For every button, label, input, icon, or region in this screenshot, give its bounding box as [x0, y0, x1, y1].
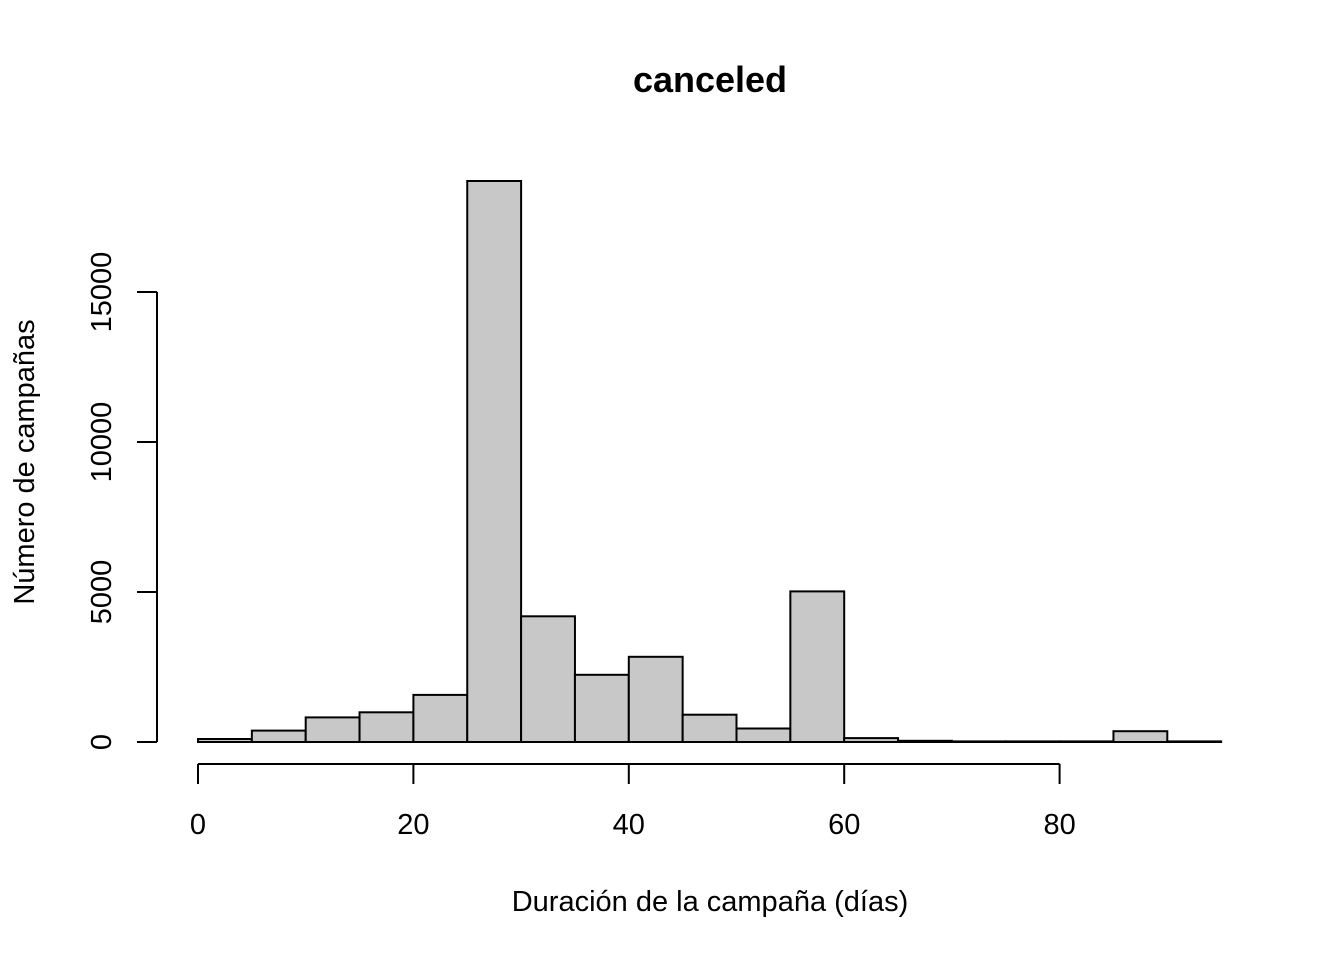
- x-tick-label: 80: [1043, 809, 1075, 841]
- histogram-bar: [250, 729, 307, 743]
- histogram-bar: [520, 615, 576, 743]
- histogram-bar: [950, 740, 1007, 744]
- histogram-bar: [735, 727, 792, 743]
- x-tick-label: 20: [397, 809, 429, 841]
- y-tick-label: 10000: [86, 402, 118, 483]
- histogram-bar: [1058, 740, 1115, 744]
- y-axis: 0 5000 10000 15000: [86, 252, 158, 750]
- histogram-bar: [197, 738, 253, 743]
- y-tick-label: 5000: [86, 560, 118, 625]
- y-axis-label: Número de campañas: [9, 319, 41, 604]
- histogram-bar: [304, 716, 361, 744]
- x-tick-label: 60: [828, 809, 860, 841]
- x-tick-label: 0: [190, 809, 206, 841]
- histogram-bar: [843, 737, 900, 743]
- histogram-bar: [573, 673, 630, 743]
- histogram-bar: [681, 713, 738, 744]
- histogram-bar: [1112, 730, 1169, 744]
- x-axis-label: Duración de la campaña (días): [512, 886, 909, 918]
- histogram-bar: [358, 711, 415, 743]
- histogram-bar: [412, 693, 469, 744]
- y-tick-label: 0: [86, 734, 118, 750]
- x-axis: 0 20 40 60 80: [190, 763, 1076, 841]
- chart-title: canceled: [633, 59, 787, 100]
- x-tick-label: 40: [613, 809, 645, 841]
- histogram-bar: [1166, 740, 1223, 744]
- histogram-bar: [1004, 740, 1061, 744]
- histogram-bar: [466, 180, 523, 743]
- histogram-bar: [789, 590, 846, 744]
- bars-group: [197, 180, 1223, 744]
- histogram-bar: [897, 739, 953, 743]
- histogram-bar: [627, 655, 684, 743]
- y-tick-label: 15000: [86, 252, 118, 333]
